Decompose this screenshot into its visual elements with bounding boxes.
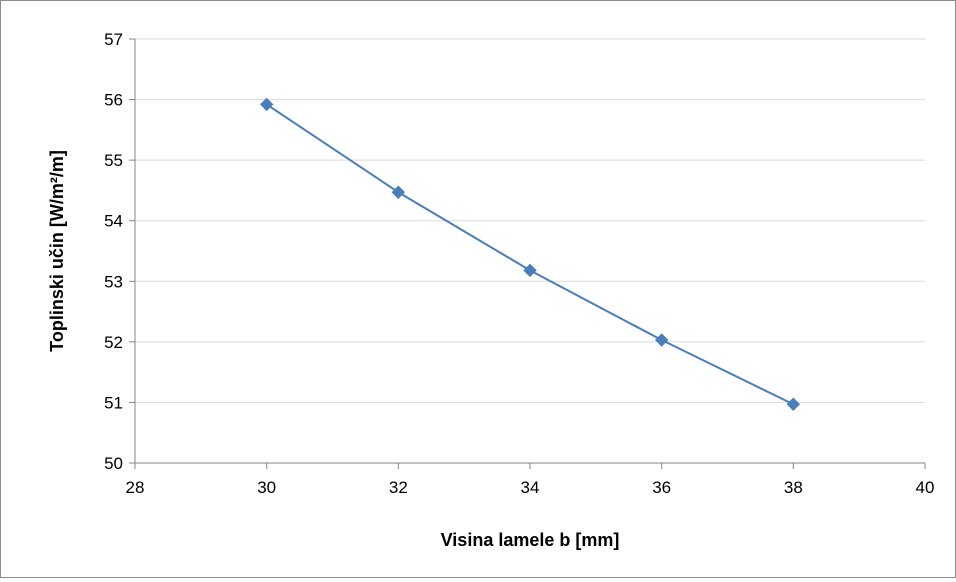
y-tick-label: 57 <box>104 30 123 49</box>
data-series <box>259 97 801 411</box>
data-point-marker <box>391 185 406 199</box>
x-tick-label: 34 <box>521 478 540 497</box>
x-tick-label: 38 <box>784 478 803 497</box>
data-point-marker <box>523 263 537 278</box>
y-tick-label: 51 <box>104 393 123 412</box>
x-axis-title: Visina lamele b [mm] <box>441 530 620 550</box>
data-point-marker <box>654 333 669 347</box>
gridlines <box>135 38 925 403</box>
axes: 50 51 52 53 54 55 56 57 28 30 32 34 36 38 40 <box>104 30 934 497</box>
data-point-marker <box>259 97 274 112</box>
y-tick-label: 50 <box>104 454 123 473</box>
series-line <box>266 103 794 406</box>
y-tick-label: 52 <box>104 333 123 352</box>
x-tick-label: 40 <box>916 478 935 497</box>
y-tick-label: 55 <box>104 151 123 170</box>
y-tick-label: 54 <box>104 212 123 231</box>
x-tick-label: 36 <box>652 478 671 497</box>
y-axis-title: Toplinski učin [W/m²/m] <box>47 150 67 352</box>
y-tick-label: 56 <box>104 91 123 110</box>
x-tick-label: 30 <box>257 478 276 497</box>
y-tick-label: 53 <box>104 272 123 291</box>
x-tick-label: 28 <box>126 478 145 497</box>
data-point-marker <box>786 397 801 411</box>
x-tick-label: 32 <box>389 478 408 497</box>
